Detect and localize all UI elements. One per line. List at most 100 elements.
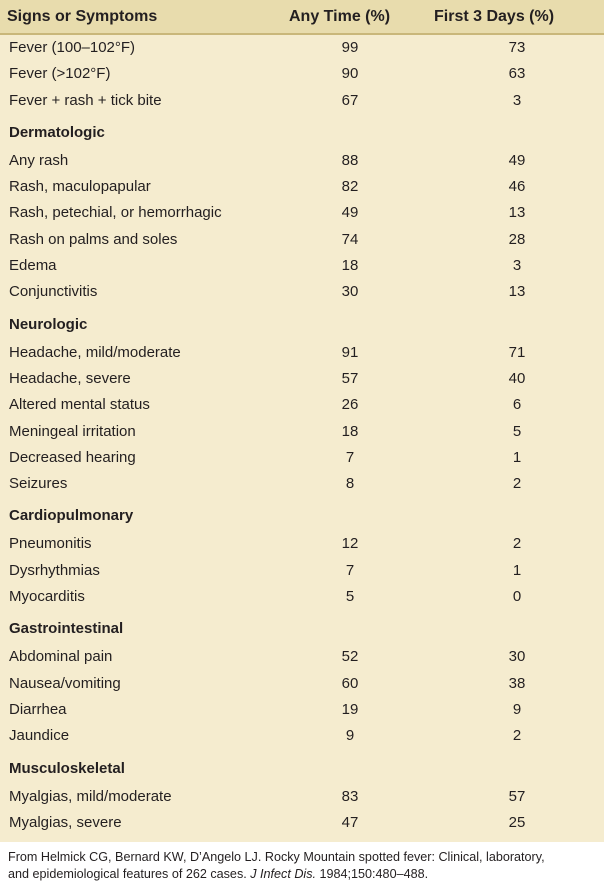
symptom-cell: Rash on palms and soles (9, 230, 178, 248)
any-time-cell: 82 (341, 178, 359, 196)
first-3-days-cell: 49 (508, 151, 526, 169)
symptom-cell: Dysrhythmias (9, 561, 100, 579)
symptom-cell: Rash, petechial, or hemorrhagic (9, 204, 222, 222)
symptom-cell: Conjunctivitis (9, 283, 98, 301)
first-3-days-cell: 0 (512, 588, 522, 606)
symptom-cell: Fever + rash + tick bite (9, 91, 162, 109)
table-row: Rash on palms and soles 74 28 (0, 227, 604, 253)
table-row: Conjunctivitis 30 13 (0, 279, 604, 305)
any-time-cell: 8 (345, 475, 355, 493)
first-3-days-cell: 13 (508, 204, 526, 222)
table-row: Headache, severe 57 40 (0, 366, 604, 392)
table-row: Myalgias, severe 47 25 (0, 810, 604, 836)
first-3-days-cell: 3 (512, 257, 522, 275)
footnote-journal: J Infect Dis. (250, 867, 317, 881)
any-time-cell: 67 (341, 91, 359, 109)
first-3-days-cell: 30 (508, 648, 526, 666)
any-time-cell: 47 (341, 813, 359, 831)
any-time-cell: 12 (341, 535, 359, 553)
symptom-cell: Myalgias, severe (9, 813, 122, 831)
table-row: Rash, maculopapular 82 46 (0, 174, 604, 200)
first-3-days-cell: 28 (508, 230, 526, 248)
section-title: Neurologic (9, 315, 88, 333)
table-row: Dysrhythmias 7 1 (0, 558, 604, 584)
symptom-cell: Fever (100–102°F) (9, 39, 136, 56)
table-row: Jaundice 9 2 (0, 723, 604, 749)
section-title: Gastrointestinal (9, 620, 124, 638)
any-time-cell: 74 (341, 230, 359, 248)
symptom-cell: Abdominal pain (9, 648, 113, 666)
table-row: Headache, mild/moderate 91 71 (0, 340, 604, 366)
any-time-cell: 90 (341, 65, 359, 83)
any-time-cell: 88 (341, 151, 359, 169)
symptom-cell: Nausea/vomiting (9, 674, 121, 692)
footnote-line-1: From Helmick CG, Bernard KW, D’Angelo LJ… (8, 850, 545, 864)
any-time-cell: 7 (345, 448, 355, 466)
table-body: Fever (100–102°F) 99 73 Fever (>102°F) 90 63 F… (0, 35, 604, 836)
table-row: Myocarditis 5 0 (0, 584, 604, 610)
first-3-days-cell: 2 (512, 535, 522, 553)
source-footnote: From Helmick CG, Bernard KW, D’Angelo LJ… (8, 849, 604, 883)
table-row: Decreased hearing 7 1 (0, 445, 604, 471)
any-time-cell: 18 (341, 257, 359, 275)
first-3-days-cell: 9 (512, 700, 522, 718)
first-3-days-cell: 2 (512, 727, 522, 745)
any-time-cell: 91 (341, 343, 359, 361)
any-time-cell: 83 (341, 787, 359, 805)
header-any-time: Any Time (%) (289, 8, 391, 25)
first-3-days-cell: 6 (512, 396, 522, 414)
any-time-cell: 18 (341, 422, 359, 440)
symptom-cell: Diarrhea (9, 700, 67, 718)
table-row: Seizures 8 2 (0, 471, 604, 497)
any-time-cell: 49 (341, 204, 359, 222)
first-3-days-cell: 63 (508, 65, 526, 83)
symptom-cell: Meningeal irritation (9, 422, 136, 440)
section-title: Dermatologic (9, 123, 105, 141)
footnote-citation: 1984;150:480–488. (316, 867, 429, 881)
table-row: Rash, petechial, or hemorrhagic 49 13 (0, 200, 604, 226)
symptom-cell: Rash, maculopapular (9, 178, 151, 196)
first-3-days-cell: 57 (508, 787, 526, 805)
first-3-days-cell: 38 (508, 674, 526, 692)
first-3-days-cell: 40 (508, 369, 526, 387)
any-time-cell: 99 (341, 39, 359, 56)
any-time-cell: 30 (341, 283, 359, 301)
table-row: Fever (>102°F) 90 63 (0, 61, 604, 87)
first-3-days-cell: 71 (508, 343, 526, 361)
symptom-cell: Fever (>102°F) (9, 65, 111, 83)
header-first-3-days: First 3 Days (%) (434, 8, 555, 25)
first-3-days-cell: 1 (512, 561, 522, 579)
symptom-cell: Decreased hearing (9, 448, 136, 466)
first-3-days-cell: 46 (508, 178, 526, 196)
table-row: Pneumonitis 12 2 (0, 531, 604, 557)
section-header: Neurologic (0, 306, 604, 340)
any-time-cell: 5 (345, 588, 355, 606)
first-3-days-cell: 73 (508, 39, 526, 56)
table-row: Fever (100–102°F) 99 73 (0, 35, 604, 61)
symptom-cell: Jaundice (9, 727, 70, 745)
symptom-cell: Myalgias, mild/moderate (9, 787, 172, 805)
section-title: Cardiopulmonary (9, 507, 134, 525)
symptom-cell: Pneumonitis (9, 535, 92, 553)
section-header: Musculoskeletal (0, 750, 604, 784)
first-3-days-cell: 5 (512, 422, 522, 440)
symptom-cell: Seizures (9, 475, 68, 493)
symptom-cell: Altered mental status (9, 396, 150, 414)
any-time-cell: 19 (341, 700, 359, 718)
table-row: Myalgias, mild/moderate 83 57 (0, 784, 604, 810)
header-signs-symptoms: Signs or Symptoms (7, 8, 158, 25)
any-time-cell: 7 (345, 561, 355, 579)
any-time-cell: 52 (341, 648, 359, 666)
table-row: Edema 18 3 (0, 253, 604, 279)
table-row: Any rash 88 49 (0, 148, 604, 174)
symptom-cell: Headache, severe (9, 369, 131, 387)
footnote-line-2-text: and epidemiological features of 262 case… (8, 867, 251, 881)
symptom-cell: Edema (9, 257, 57, 275)
first-3-days-cell: 1 (512, 448, 522, 466)
section-header: Gastrointestinal (0, 610, 604, 644)
symptom-cell: Any rash (9, 151, 69, 169)
section-header: Dermatologic (0, 114, 604, 148)
first-3-days-cell: 2 (512, 475, 522, 493)
table-row: Diarrhea 19 9 (0, 697, 604, 723)
any-time-cell: 60 (341, 674, 359, 692)
